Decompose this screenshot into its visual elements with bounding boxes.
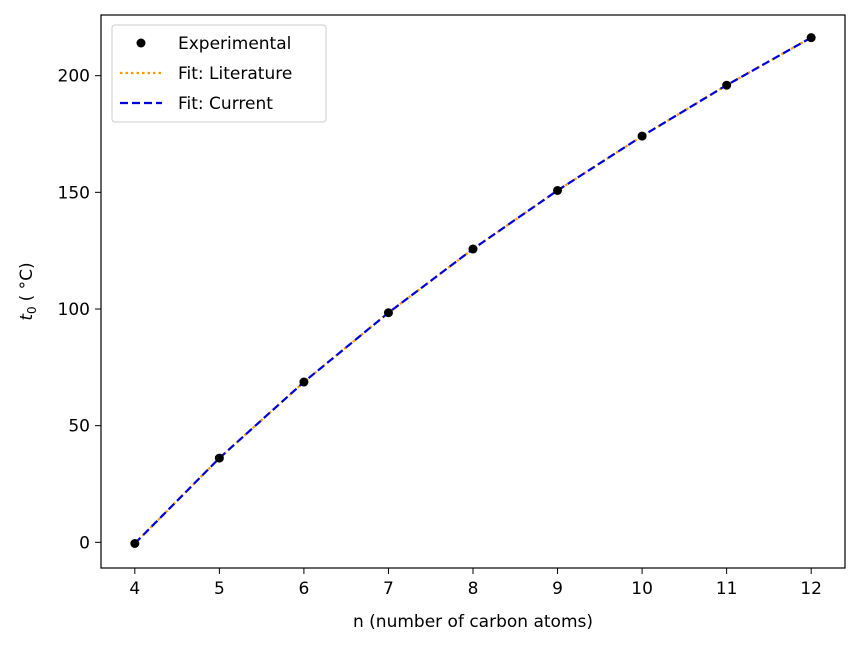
x-tick-label: 7 [383, 579, 394, 599]
y-tick-label: 50 [68, 417, 90, 437]
legend-label: Fit: Current [178, 94, 273, 114]
x-tick-label: 12 [800, 579, 822, 599]
y-tick-label: 200 [58, 67, 90, 87]
x-tick-label: 4 [129, 579, 140, 599]
experimental-point [468, 244, 478, 254]
experimental-point [299, 377, 309, 387]
y-tick-label: 150 [58, 183, 90, 203]
x-axis-label: n (number of carbon atoms) [353, 612, 593, 632]
x-tick-label: 10 [631, 579, 653, 599]
legend-marker-experimental [136, 38, 146, 48]
legend-label: Fit: Literature [178, 64, 292, 84]
y-axis-label: t0 ( °C) [17, 262, 39, 320]
y-axis-label-var: t [17, 313, 37, 321]
experimental-point [806, 33, 816, 43]
legend-box [111, 24, 327, 123]
y-tick-label: 0 [79, 533, 90, 553]
x-tick-label: 8 [468, 579, 479, 599]
legend-entries: Experimental Fit: Literature Fit: Current [120, 34, 292, 114]
x-tick-label: 9 [552, 579, 563, 599]
y-tick-label: 100 [58, 300, 90, 320]
y-axis-ticks: 0 50 100 150 200 [58, 67, 101, 553]
legend: Experimental Fit: Literature Fit: Current [111, 24, 327, 123]
legend-label: Experimental [178, 34, 291, 54]
x-tick-label: 11 [716, 579, 738, 599]
y-axis-label-unit: ( °C) [17, 262, 37, 301]
x-tick-label: 5 [214, 579, 225, 599]
experimental-point [637, 131, 647, 141]
x-axis-ticks: 4 5 6 7 8 9 10 11 12 [129, 568, 822, 599]
experimental-point [130, 539, 140, 548]
experimental-point [722, 80, 732, 90]
experimental-point [383, 308, 393, 318]
markers-layer [130, 33, 816, 548]
y-axis-label-sub: 0 [25, 306, 39, 314]
experimental-point [214, 453, 224, 463]
experimental-point [553, 185, 563, 195]
x-tick-label: 6 [298, 579, 309, 599]
